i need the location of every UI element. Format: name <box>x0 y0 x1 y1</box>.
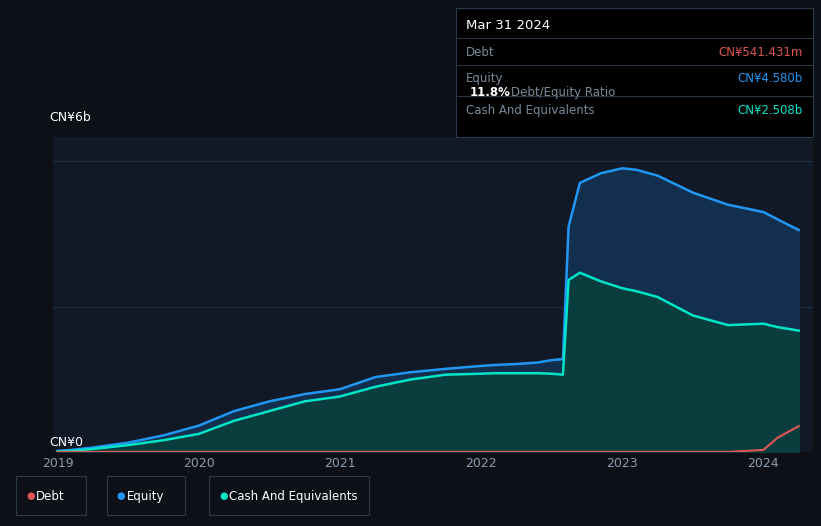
Text: ●: ● <box>219 491 227 501</box>
Text: CN¥0: CN¥0 <box>49 436 84 449</box>
Text: CN¥2.508b: CN¥2.508b <box>738 104 803 117</box>
Text: CN¥541.431m: CN¥541.431m <box>718 46 803 59</box>
Text: ●: ● <box>117 491 125 501</box>
Text: CN¥4.580b: CN¥4.580b <box>738 72 803 85</box>
Text: Equity: Equity <box>126 490 164 502</box>
Text: Cash And Equivalents: Cash And Equivalents <box>466 104 594 117</box>
Text: Cash And Equivalents: Cash And Equivalents <box>229 490 358 502</box>
Text: Debt: Debt <box>466 46 494 59</box>
Text: Mar 31 2024: Mar 31 2024 <box>466 19 550 33</box>
Text: Equity: Equity <box>466 72 503 85</box>
Text: Debt: Debt <box>36 490 65 502</box>
Text: ●: ● <box>26 491 34 501</box>
Text: Debt/Equity Ratio: Debt/Equity Ratio <box>511 86 615 99</box>
Text: CN¥6b: CN¥6b <box>49 111 91 124</box>
Text: 11.8%: 11.8% <box>470 86 511 99</box>
